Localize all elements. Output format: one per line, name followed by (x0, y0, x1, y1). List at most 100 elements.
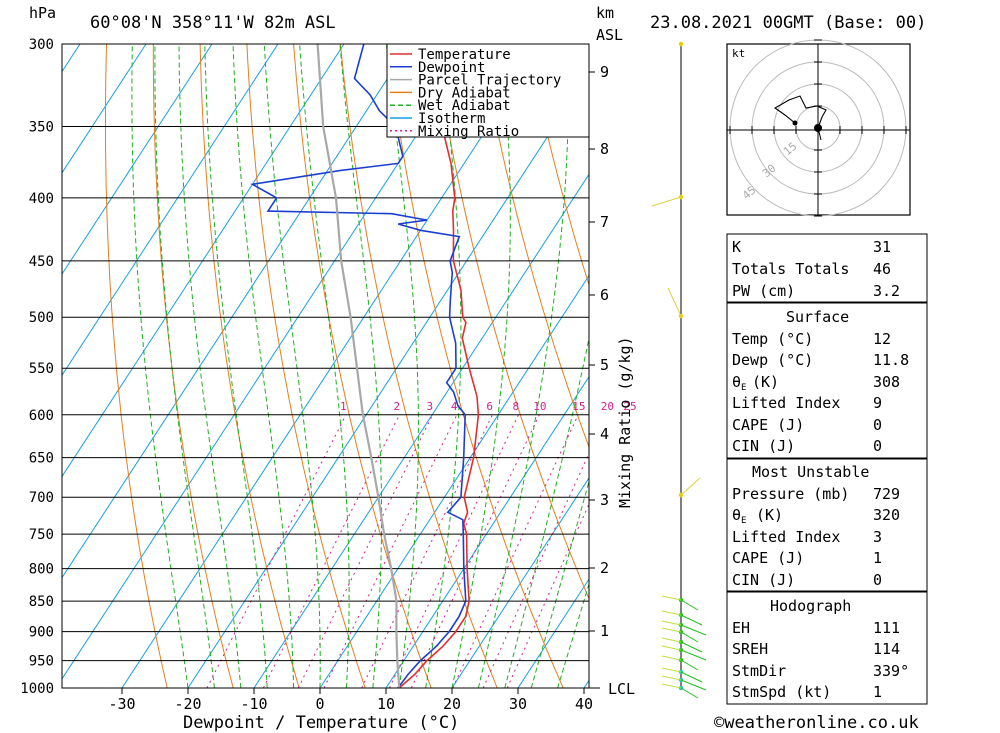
hodograph: kt 15 30 45 (726, 39, 911, 217)
x-axis-label: Dewpoint / Temperature (°C) (183, 713, 459, 733)
isotherm-line (62, 44, 213, 275)
datetime-label: 23.08.2021 00GMT (Base: 00) (650, 13, 926, 33)
temperature-tick-label: 30 (509, 695, 527, 713)
sreh-label: SREH (732, 640, 768, 658)
wet-adiabat-line (504, 336, 589, 688)
surface-thetae-value: 308 (873, 373, 900, 391)
wind-barb (680, 659, 699, 671)
dry-adiabat-line (987, 26, 1000, 688)
mu-li-label: Lifted Index (732, 528, 840, 546)
mixing-ratio-label: 6 (486, 400, 493, 413)
wind-barb (661, 645, 682, 651)
wind-barb (661, 667, 682, 673)
surface-thetae-label: (K) (752, 373, 779, 391)
legend-entry: Wet Adiabat (418, 98, 511, 114)
mu-pressure-label: Pressure (mb) (732, 485, 849, 503)
mu-thetae-label: (K) (756, 506, 783, 524)
hodograph-trace (773, 95, 827, 129)
wet-adiabat-line (204, 44, 268, 688)
km-tick-label: 1 (600, 622, 609, 640)
isotherm-line (121, 44, 543, 688)
wind-barb (680, 671, 703, 683)
k-index-label: K (732, 238, 741, 256)
mu-thetae-symbol: θE (732, 506, 746, 526)
isotherm-line (319, 274, 589, 688)
isotherm-line (385, 375, 589, 688)
pressure-tick-label: 700 (29, 490, 54, 506)
wet-adiabat-line (263, 44, 321, 688)
surface-cape-label: CAPE (J) (732, 416, 804, 434)
dry-adiabat-line (433, 44, 589, 601)
isotherm-line (62, 44, 147, 174)
wet-adiabat-line (299, 44, 350, 688)
indices-table: K 31 Totals Totals 46 PW (cm) 3.2 (726, 233, 928, 303)
pressure-tick-label: 1000 (20, 681, 54, 697)
surface-temp-label: Temp (°C) (732, 330, 813, 348)
pressure-tick-label: 800 (29, 562, 54, 578)
wind-barb (680, 631, 699, 643)
wind-barb (680, 641, 703, 653)
pressure-tick-label: 950 (29, 654, 54, 670)
dry-adiabat-line (941, 26, 1000, 688)
wind-barb (661, 655, 682, 661)
km-tick-label: 3 (600, 491, 609, 509)
mu-cape-label: CAPE (J) (732, 549, 804, 567)
wet-adiabat-line (131, 44, 189, 688)
mixing-ratio-label: 3 (427, 400, 434, 413)
surface-cin-value: 0 (873, 437, 882, 455)
pressure-tick-label: 750 (29, 527, 54, 543)
temperature-tick-label: -10 (240, 695, 267, 713)
km-tick-label: 4 (600, 425, 609, 443)
dry-adiabat-line (386, 44, 564, 688)
temperature-tick-label: -20 (174, 695, 201, 713)
mu-li-value: 3 (873, 528, 882, 546)
legend-entry: Temperature (418, 47, 511, 63)
pressure-tick-label: 500 (29, 310, 54, 326)
mixing-ratio-line (323, 414, 458, 688)
totals-totals-value: 46 (873, 260, 891, 278)
pressure-tick-label: 600 (29, 408, 54, 424)
k-index-value: 31 (873, 238, 891, 256)
eh-value: 111 (873, 619, 900, 637)
temperature-tick-label: 40 (575, 695, 593, 713)
stmspd-value: 1 (873, 683, 882, 701)
wind-barb (661, 595, 682, 601)
wind-barb (680, 624, 707, 636)
lcl-label: LCL (608, 680, 635, 698)
wind-barb (661, 627, 682, 633)
wet-adiabat-line (425, 44, 462, 688)
dry-adiabat-line (105, 44, 168, 688)
hodograph-point (792, 120, 798, 126)
sreh-value: 114 (873, 640, 900, 658)
wind-barb (680, 649, 707, 661)
km-tick-label: 5 (600, 356, 609, 374)
hodograph-table: Hodograph EH 111 SREH 114 StmDir 339° St… (726, 591, 928, 705)
asl-unit-label: ASL (596, 26, 623, 44)
mixing-ratio-label: 8 (512, 400, 519, 413)
legend-entry: Dewpoint (418, 60, 485, 76)
mixing-ratio-line (262, 414, 400, 688)
copyright-link[interactable]: ©weatheronline.co.uk (714, 713, 919, 733)
pressure-tick-label: 300 (29, 37, 54, 53)
mixing-ratio-line (506, 502, 589, 688)
isotherm-line (517, 578, 589, 688)
pw-value: 3.2 (873, 282, 900, 300)
wet-adiabat-line (178, 44, 242, 688)
wet-adiabat-line (385, 44, 419, 688)
wet-adiabat-line (451, 44, 511, 688)
most-unstable-table: Most Unstable Pressure (mb) 729 θE (K) 3… (726, 458, 928, 592)
mu-title: Most Unstable (752, 463, 869, 481)
surface-cape-value: 0 (873, 416, 882, 434)
wind-barb (680, 477, 701, 496)
km-tick-label: 8 (600, 140, 609, 158)
pressure-tick-label: 850 (29, 594, 54, 610)
surface-temp-value: 12 (873, 330, 891, 348)
wind-barb (661, 683, 682, 689)
wet-adiabat-line (232, 44, 295, 688)
wind-barb (680, 614, 703, 626)
hpa-unit-label: hPa (29, 4, 56, 22)
legend-entry: Mixing Ratio (418, 124, 519, 140)
temperature-tick-label: -30 (108, 695, 135, 713)
surface-li-label: Lifted Index (732, 394, 840, 412)
